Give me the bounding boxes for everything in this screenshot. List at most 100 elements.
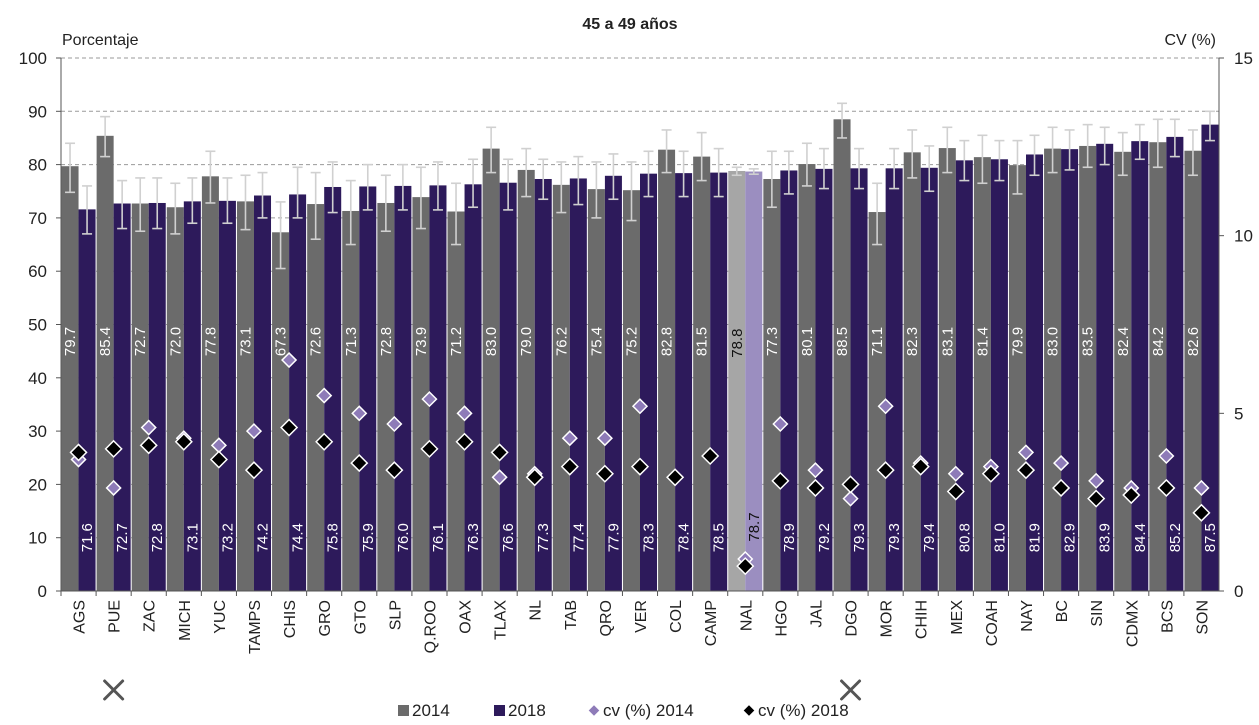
axes <box>56 57 1224 596</box>
category-label-Q.ROO: Q.ROO <box>422 600 439 653</box>
marker-cv-2014-CHIS <box>281 351 298 369</box>
marker-cv-2014-MOR <box>877 398 894 415</box>
legend: 2014 2018 cv (%) 2014 cv (%) 2018 <box>398 701 849 720</box>
bar-2014-BC <box>1044 148 1062 592</box>
category-label-JAL: JAL <box>808 600 825 628</box>
bar-2018-TAB <box>569 178 587 591</box>
bar-2014-OAX <box>447 211 465 591</box>
value-label-2018-NL: 77.3 <box>535 523 552 552</box>
value-label-2014-YUC: 77.8 <box>202 327 219 356</box>
marker-cv-2014-TAB <box>561 430 578 447</box>
value-label-2014-VER: 75.2 <box>623 327 640 356</box>
marker-cv-2018-ZAC <box>139 436 158 455</box>
tick-labels: 0 10 20 30 40 50 60 70 80 90 100 0 5 10 15 <box>19 49 1253 601</box>
bar-2014-NAL <box>728 170 746 591</box>
category-label-TAB: TAB <box>563 600 580 630</box>
value-label-2018-BCS: 85.2 <box>1167 523 1184 552</box>
value-label-2014-JAL: 80.1 <box>799 327 816 356</box>
category-labels: AGS PUE ZAC MICH YUC TAMPS CHIS GRO GTO SLP Q.ROO O… <box>72 600 1212 654</box>
x-mark-icon <box>103 679 125 701</box>
legend-swatch-cv-2014 <box>587 703 601 718</box>
y2-axis-label: CV (%) <box>1164 32 1216 49</box>
marker-cv-2018-NAY <box>1016 461 1036 480</box>
value-label-2018-YUC: 73.2 <box>219 523 236 552</box>
bar-2018-YUC <box>218 200 236 591</box>
category-label-CHIS: CHIS <box>282 600 299 638</box>
bar-2014-COL <box>658 149 676 591</box>
value-label-2018-SIN: 83.9 <box>1097 523 1114 552</box>
marker-cv-2018-SON <box>1192 503 1211 522</box>
y-tick-label: 90 <box>28 102 47 121</box>
marker-cv-2014-NAY <box>1017 444 1035 461</box>
bar-2018-BCS <box>1166 136 1184 591</box>
marker-cv-2014-GRO <box>316 387 333 404</box>
category-label-TLAX: TLAX <box>493 600 510 640</box>
value-label-2014-Q.ROO: 73.9 <box>413 327 430 356</box>
marker-cv-2018-SLP <box>385 461 404 480</box>
value-label-2014-CHIS: 67.3 <box>273 327 290 356</box>
marker-cv-2014-SON <box>1193 479 1210 497</box>
bar-2014-ZAC <box>131 203 149 591</box>
category-label-GTO: GTO <box>352 600 369 634</box>
value-label-2014-BC: 83.0 <box>1045 327 1062 356</box>
bar-2014-MICH <box>166 207 184 592</box>
marker-cv-2018-Q.ROO <box>420 439 439 458</box>
marker-cv-2014-SLP <box>386 415 403 433</box>
bar-2018-Q.ROO <box>429 185 447 591</box>
value-label-2018-TLAX: 76.6 <box>500 523 517 552</box>
marker-cv-2018-GTO <box>350 454 369 473</box>
category-label-CHIH: CHIH <box>914 600 931 639</box>
marker-cv-2018-GRO <box>315 432 334 451</box>
y-tick-label: 40 <box>28 369 47 388</box>
marker-cv-2018-HGO <box>771 471 790 490</box>
bar-2018-HGO <box>780 170 798 591</box>
category-label-AGS: AGS <box>72 600 89 634</box>
category-label-BCS: BCS <box>1159 600 1176 633</box>
marker-cv-2018-AGS <box>69 443 88 462</box>
bar-2018-OAX <box>464 184 482 592</box>
y-tick-label: 10 <box>28 529 47 548</box>
value-label-2018-CHIH: 79.4 <box>921 523 938 552</box>
marker-cv-2018-CHIH <box>911 457 930 476</box>
bar-2018-CDMX <box>1131 141 1149 591</box>
bar-2014-DGO <box>833 119 851 592</box>
category-label-CDMX: CDMX <box>1124 600 1141 647</box>
marker-cv-2014-Q.ROO <box>421 391 438 408</box>
value-label-2018-CAMP: 78.5 <box>711 523 728 552</box>
value-label-2018-SON: 87.5 <box>1202 523 1219 552</box>
marker-cv-2018-CHIS <box>280 418 299 437</box>
category-label-VER: VER <box>633 600 650 633</box>
marker-cv-2018-YUC <box>209 450 228 469</box>
value-label-2014-MICH: 72.0 <box>167 327 184 356</box>
bar-2014-GTO <box>342 210 360 591</box>
marker-cv-2018-MOR <box>876 461 895 480</box>
category-label-NAY: NAY <box>1019 600 1036 632</box>
value-label-2018-MICH: 73.1 <box>184 523 201 552</box>
value-label-2014-COAH: 81.4 <box>974 327 991 356</box>
value-label-2014-MEX: 83.1 <box>939 327 956 356</box>
marker-cv-2014-GTO <box>351 405 368 422</box>
value-label-2014-CHIH: 82.3 <box>904 327 921 356</box>
value-label-2018-MEX: 80.8 <box>956 523 973 552</box>
marker-cv-2018-MICH <box>174 432 193 451</box>
x-mark-icon <box>840 679 862 701</box>
bar-2018-COAH <box>990 159 1008 591</box>
bar-2018-AGS <box>78 209 96 591</box>
legend-label: 2018 <box>508 701 546 720</box>
category-label-NAL: NAL <box>738 600 755 631</box>
marker-cv-2018-BC <box>1052 478 1071 498</box>
bar-2018-COL <box>675 173 693 592</box>
category-label-MEX: MEX <box>949 600 966 635</box>
marker-cv-2018-SIN <box>1087 489 1106 508</box>
bar-2014-TLAX <box>482 148 500 592</box>
category-label-COAH: COAH <box>984 600 1001 646</box>
marker-cv-2014-VER <box>631 398 649 415</box>
bar-2014-SLP <box>377 202 395 591</box>
category-label-SON: SON <box>1194 600 1211 635</box>
bar-2018-GRO <box>324 186 342 591</box>
marker-cv-2018-DGO <box>841 475 860 494</box>
bar-2014-QRO <box>587 189 605 592</box>
bar-2014-MOR <box>868 212 886 592</box>
legend-label: cv (%) 2014 <box>603 701 694 720</box>
